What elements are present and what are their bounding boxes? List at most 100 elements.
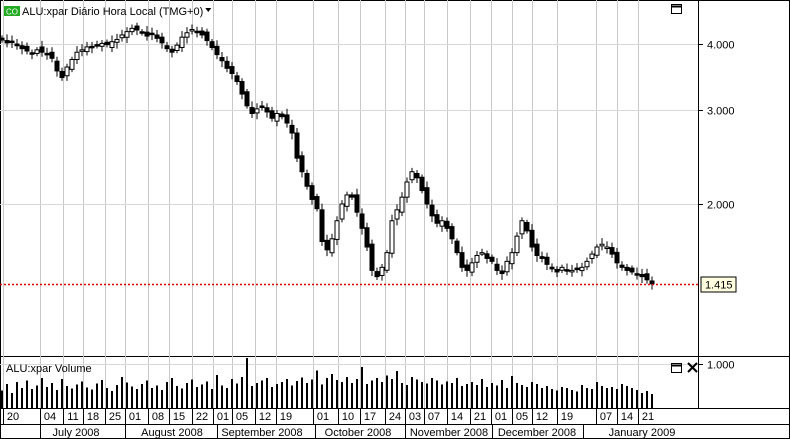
- candle: [124, 27, 130, 43]
- volume-bar: [326, 378, 328, 408]
- candle-body: [614, 251, 620, 264]
- close-icon[interactable]: [687, 362, 698, 373]
- candle-body: [179, 36, 185, 48]
- volume-bar: [531, 382, 533, 408]
- candle: [109, 35, 115, 53]
- candle: [289, 119, 295, 140]
- volume-bar: [376, 378, 378, 408]
- candle: [549, 263, 555, 273]
- day-tick-label: 01: [217, 411, 229, 423]
- candle-body: [124, 31, 130, 38]
- candle: [199, 27, 205, 39]
- candle-body: [509, 252, 515, 265]
- candle: [464, 259, 470, 277]
- candle: [524, 219, 530, 234]
- month-label: July 2008: [52, 427, 99, 439]
- volume-bar: [301, 377, 303, 408]
- candle-body: [184, 32, 190, 38]
- candle-body: [189, 28, 195, 32]
- candle: [394, 204, 400, 226]
- candle: [224, 56, 230, 73]
- candle: [454, 238, 460, 256]
- day-tick-label: 05: [236, 411, 248, 423]
- candle: [134, 22, 140, 36]
- candle: [419, 174, 425, 194]
- candle-body: [154, 34, 160, 39]
- candle-body: [339, 203, 345, 220]
- candle: [494, 258, 500, 275]
- volume-maximize-icon[interactable]: [671, 363, 682, 373]
- day-tick-label: 05: [516, 411, 528, 423]
- candle: [59, 67, 65, 81]
- candle-body: [374, 271, 380, 278]
- candle: [104, 39, 110, 48]
- volume-bar: [571, 390, 573, 408]
- candle-body: [644, 273, 650, 281]
- candle-body: [269, 110, 275, 119]
- series-badge[interactable]: [4, 6, 20, 16]
- volume-bar: [91, 389, 93, 408]
- candle: [354, 188, 360, 217]
- volume-bar: [421, 382, 423, 408]
- candle-body: [219, 57, 225, 62]
- volume-bar: [586, 388, 588, 408]
- candle: [444, 217, 450, 232]
- volume-bar: [466, 384, 468, 408]
- candle-body: [564, 269, 570, 272]
- candle-body: [519, 220, 525, 235]
- candle-body: [439, 220, 445, 227]
- candle-body: [649, 280, 655, 285]
- candle-body: [464, 264, 470, 271]
- day-tick-label: 19: [280, 411, 292, 423]
- volume-bar: [496, 385, 498, 408]
- volume-bar: [581, 385, 583, 408]
- candle: [429, 199, 435, 223]
- volume-bar: [476, 385, 478, 408]
- candle-body: [539, 256, 545, 259]
- candle: [204, 28, 210, 46]
- candle: [89, 41, 95, 54]
- maximize-icon[interactable]: [671, 4, 682, 14]
- price-panel-title[interactable]: ALU:xpar Diário Hora Local (TMG+0): [22, 6, 203, 18]
- candle-body: [54, 60, 60, 72]
- volume-bar: [611, 387, 613, 408]
- volume-bar: [561, 387, 563, 408]
- volume-bar: [451, 383, 453, 408]
- volume-bar: [156, 385, 158, 408]
- candle: [529, 224, 535, 252]
- candle-body: [164, 45, 170, 50]
- volume-bar: [501, 380, 503, 408]
- candle: [249, 101, 255, 119]
- candle-body: [524, 221, 530, 232]
- volume-bar: [61, 379, 63, 408]
- month-labels: July 2008 August 2008 September 2008 Octobe…: [40, 424, 675, 439]
- volume-bar: [241, 377, 243, 408]
- volume-bar: [26, 380, 28, 408]
- candle: [64, 63, 70, 81]
- day-tick-label: 04: [44, 411, 56, 423]
- candle-body: [104, 41, 110, 46]
- candle: [434, 209, 440, 228]
- candle-body: [449, 226, 455, 240]
- candle-body: [39, 46, 45, 53]
- candle-body: [369, 243, 375, 271]
- candle-body: [639, 273, 645, 278]
- candle: [499, 265, 505, 280]
- candle: [509, 248, 515, 270]
- dropdown-arrow-icon[interactable]: [205, 8, 212, 12]
- volume-bar: [551, 389, 553, 408]
- day-tick-label: 08: [152, 411, 164, 423]
- candle-body: [274, 113, 280, 122]
- candle-body: [254, 108, 260, 114]
- volume-bar: [521, 385, 523, 408]
- volume-bar: [651, 394, 653, 408]
- candle-body: [194, 30, 200, 34]
- candle: [259, 100, 265, 111]
- volume-bar: [306, 383, 308, 408]
- candle-body: [619, 264, 625, 268]
- volume-bar: [11, 393, 13, 408]
- candle-body: [469, 262, 475, 273]
- day-tick-label: 14: [621, 411, 633, 423]
- day-tick-label: 21: [474, 411, 486, 423]
- candle: [179, 31, 185, 53]
